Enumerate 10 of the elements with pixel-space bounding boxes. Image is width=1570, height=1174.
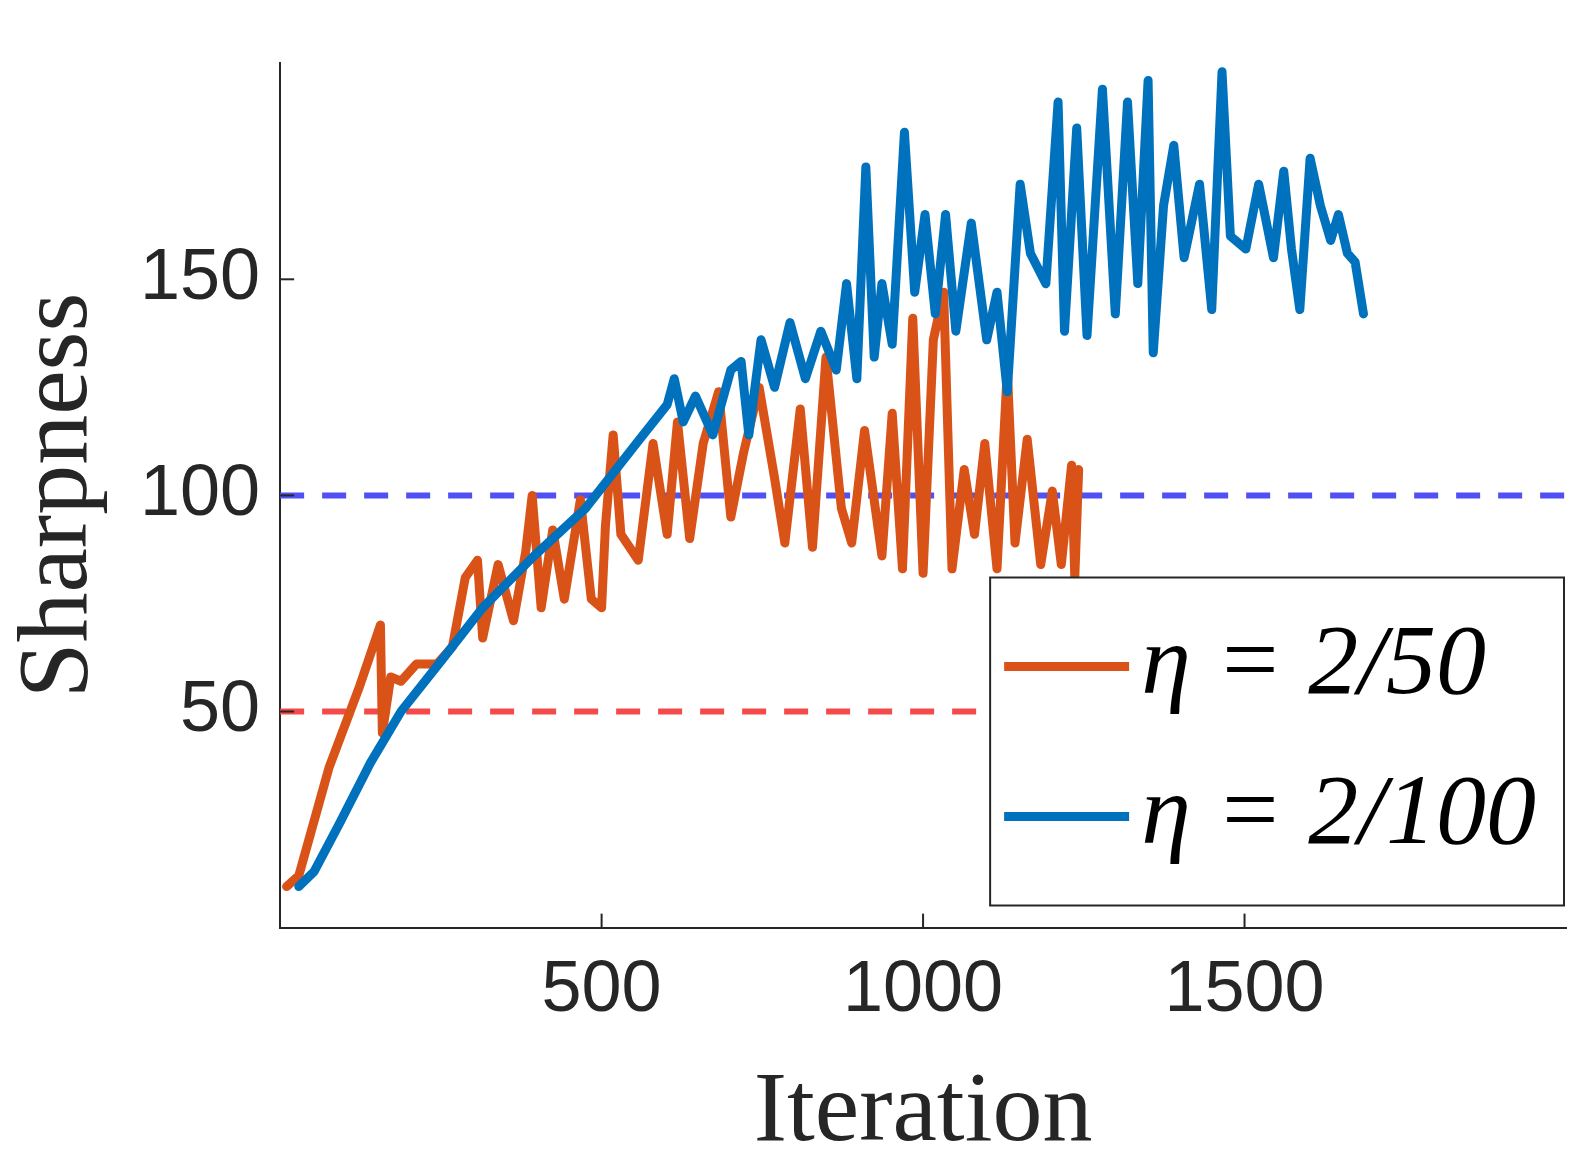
legend-label: η = 2/50 [1141,603,1486,715]
y-axis-title: Sharpness [0,292,109,699]
x-tick-label: 500 [541,945,662,1026]
x-axis-title: Iteration [753,1051,1093,1163]
y-tick-label: 100 [139,450,261,531]
y-tick-label: 150 [139,234,261,315]
y-tick-label: 50 [180,666,261,747]
x-tick-label: 1000 [842,945,1004,1026]
legend-label: η = 2/100 [1141,753,1536,865]
x-tick-label: 1500 [1164,945,1325,1026]
